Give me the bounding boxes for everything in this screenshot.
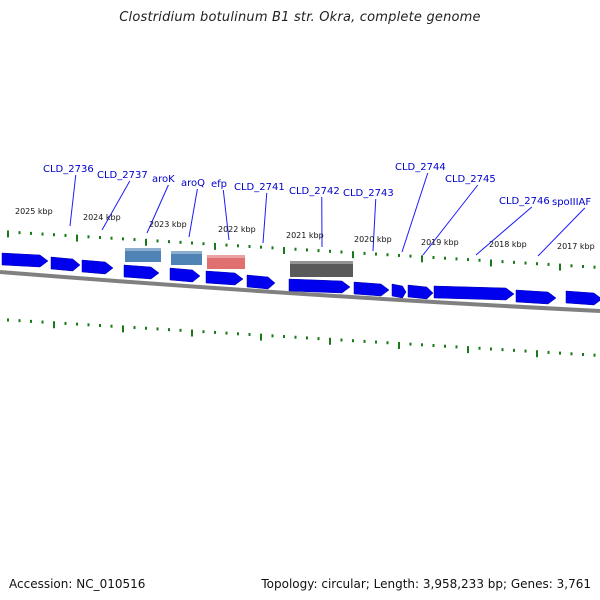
gene-arrow[interactable]	[565, 290, 600, 306]
leader-line	[101, 180, 131, 231]
kbp-label: 2018 kbp	[489, 240, 527, 249]
gene-arrow[interactable]	[407, 284, 434, 300]
genome-backbone	[0, 270, 600, 313]
cld2742-feature[interactable]	[290, 261, 353, 277]
gene-label-cld_2741[interactable]: CLD_2741	[234, 182, 285, 193]
gene-arrow[interactable]	[205, 270, 244, 286]
leader-line	[422, 184, 479, 256]
gene-label-efp[interactable]: efp	[211, 179, 227, 190]
kbp-label: 2021 kbp	[286, 231, 324, 240]
kbp-label: 2025 kbp	[15, 207, 53, 216]
genome-stats-label: Topology: circular; Length: 3,958,233 bp…	[261, 577, 591, 591]
leader-line	[372, 198, 377, 252]
leader-line	[222, 189, 230, 241]
gene-arrow[interactable]	[353, 281, 390, 297]
cld2742-feature-highlight	[290, 261, 353, 264]
leader-line	[475, 206, 533, 256]
gene-arrow[interactable]	[515, 289, 557, 305]
leader-line	[537, 207, 586, 257]
kbp-label: 2024 kbp	[83, 213, 121, 222]
gene-arrow[interactable]	[1, 252, 49, 268]
leader-line	[69, 174, 77, 227]
gene-arrow[interactable]	[50, 256, 81, 272]
kbp-label: 2022 kbp	[218, 225, 256, 234]
aroQ-feature[interactable]	[171, 251, 202, 265]
map-title: Clostridium botulinum B1 str. Okra, comp…	[119, 10, 481, 25]
kbp-label: 2017 kbp	[557, 242, 595, 251]
accession-label: Accession: NC_010516	[9, 577, 146, 591]
gene-label-cld_2745[interactable]: CLD_2745	[445, 174, 496, 185]
kbp-label: 2019 kbp	[421, 238, 459, 247]
gene-label-arok[interactable]: aroK	[152, 174, 175, 185]
gene-arrow[interactable]	[433, 285, 515, 301]
efp-feature[interactable]	[207, 255, 245, 269]
gene-arrow[interactable]	[81, 259, 114, 275]
leader-line	[401, 172, 429, 253]
leader-line	[188, 188, 198, 238]
gene-label-cld_2744[interactable]: CLD_2744	[395, 162, 446, 173]
efp-feature-highlight	[207, 255, 245, 258]
gene-arrow[interactable]	[288, 278, 351, 294]
gene-label-cld_2736[interactable]: CLD_2736	[43, 164, 94, 175]
gene-arrow[interactable]	[123, 264, 160, 280]
leader-line	[146, 184, 169, 234]
gene-label-cld_2737[interactable]: CLD_2737	[97, 170, 148, 181]
gene-arrow[interactable]	[391, 283, 407, 299]
leader-line	[262, 192, 268, 244]
kbp-label: 2020 kbp	[354, 235, 392, 244]
kbp-label: 2023 kbp	[149, 220, 187, 229]
gene-label-cld_2742[interactable]: CLD_2742	[289, 186, 340, 197]
aroK-feature[interactable]	[125, 248, 161, 262]
gene-label-spoiiiaf[interactable]: spoIIIAF	[552, 197, 591, 208]
aroQ-feature-highlight	[171, 251, 202, 254]
gene-label-aroq[interactable]: aroQ	[181, 178, 205, 189]
gene-arrow[interactable]	[246, 274, 276, 290]
gene-label-cld_2743[interactable]: CLD_2743	[343, 188, 394, 199]
aroK-feature-highlight	[125, 248, 161, 251]
gene-arrow[interactable]	[169, 267, 201, 283]
gene-label-cld_2746[interactable]: CLD_2746	[499, 196, 550, 207]
